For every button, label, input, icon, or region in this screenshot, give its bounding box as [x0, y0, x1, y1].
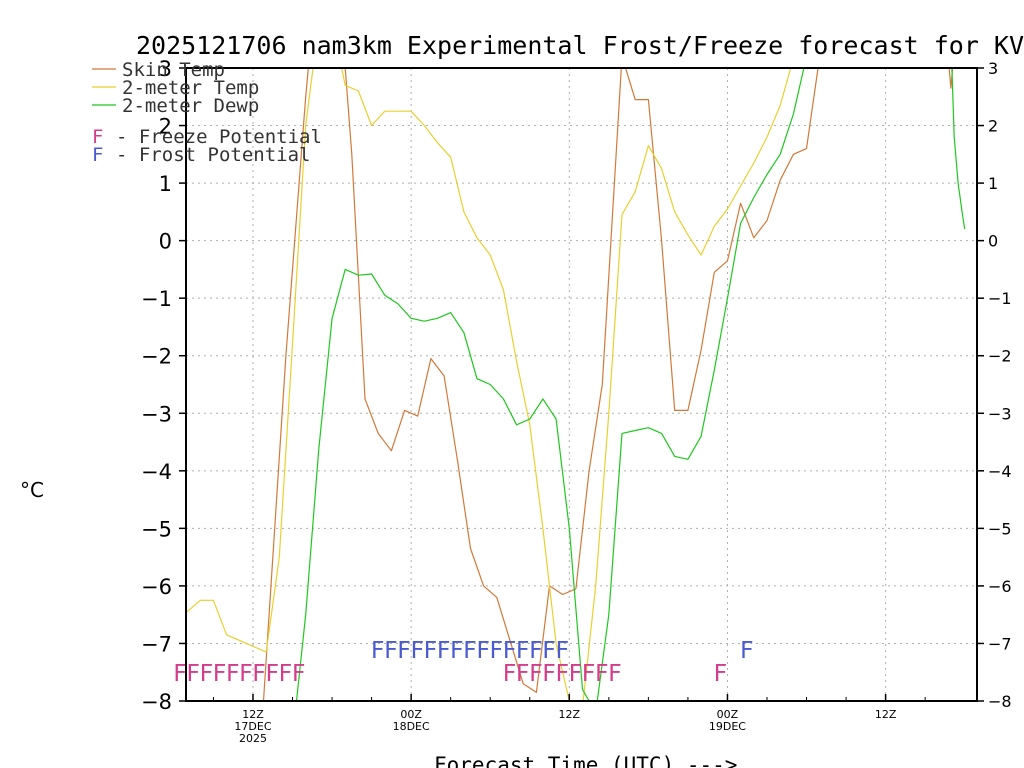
y-tick-label-left: 2 — [159, 115, 172, 139]
y-tick-label-left: −3 — [141, 402, 172, 426]
y-tick-label-right: −4 — [988, 462, 1012, 481]
freeze-potential-marker: F — [555, 661, 569, 687]
frost-potential-marker: F — [489, 638, 503, 664]
freeze-potential-marker: F — [582, 661, 596, 687]
freeze-potential-marker: F — [199, 661, 213, 687]
frost-potential-marker: F — [529, 638, 543, 664]
legend-label: 2-meter Temp — [122, 77, 259, 99]
freeze-potential-marker: F — [595, 661, 609, 687]
y-axis-label: °C — [20, 478, 44, 502]
x-tick-label: 19DEC — [709, 720, 746, 733]
y-tick-label-left: 1 — [159, 172, 172, 196]
series-layer — [186, 68, 966, 701]
frost-potential-marker: F — [410, 638, 424, 664]
y-tick-label-right: 2 — [988, 117, 998, 136]
freeze-potential-marker: F — [278, 661, 292, 687]
legend-marker-letter: F — [92, 126, 103, 148]
freeze-potential-marker: F — [713, 661, 727, 687]
y-tick-label-right: −2 — [988, 347, 1012, 366]
freeze-potential-marker: F — [173, 661, 187, 687]
axes: −8 −8 −7 −7 −6 −6 −5 −5 −4 −4 −3 −3 −2 −2 −1 −1 0 0 1 1 2 2 3 3… — [141, 57, 1012, 745]
freeze-potential-marker: F — [186, 661, 200, 687]
frost-potential-marker: F — [384, 638, 398, 664]
freeze-potential-marker: F — [226, 661, 240, 687]
y-tick-label-right: −8 — [988, 692, 1012, 711]
y-tick-label-left: −1 — [141, 287, 172, 311]
y-tick-label-right: 3 — [988, 59, 998, 78]
plot-frame — [185, 67, 978, 702]
frost-potential-marker: F — [371, 638, 385, 664]
legend-marker-label: - Frost Potential — [116, 144, 310, 166]
series-2-meter-temp — [186, 68, 952, 701]
series-2-meter-dewp — [295, 68, 966, 701]
y-tick-label-right: 1 — [988, 174, 998, 193]
y-tick-label-left: −2 — [141, 345, 172, 369]
y-tick-label-left: −5 — [141, 517, 172, 541]
frost-potential-marker: F — [450, 638, 464, 664]
x-axis-label: Forecast Time (UTC) ---> — [434, 753, 737, 768]
freeze-potential-marker: F — [542, 661, 556, 687]
x-tick-label: 17DEC — [234, 720, 271, 733]
x-tick-label: 18DEC — [393, 720, 430, 733]
freeze-potential-marker: F — [568, 661, 582, 687]
y-tick-label-left: −7 — [141, 632, 172, 656]
frost-potential-marker: F — [542, 638, 556, 664]
x-tick-label: 00Z — [717, 708, 739, 721]
freeze-potential-marker: F — [502, 661, 516, 687]
freeze-potential-marker: F — [516, 661, 530, 687]
frost-potential-marker: F — [516, 638, 530, 664]
x-tick-label: 12Z — [875, 708, 897, 721]
freeze-potential-marker: F — [213, 661, 227, 687]
frost-potential-marker: F — [423, 638, 437, 664]
y-tick-label-right: 0 — [988, 232, 998, 251]
y-tick-label-right: −1 — [988, 289, 1012, 308]
chart-title: 2025121706 nam3km Experimental Frost/Fre… — [136, 31, 1024, 60]
legend-label: Skin Temp — [122, 59, 225, 81]
freeze-potential-marker: F — [292, 661, 306, 687]
freeze-potential-marker: F — [608, 661, 622, 687]
y-tick-label-right: −7 — [988, 634, 1012, 653]
frost-potential-marker: F — [463, 638, 477, 664]
x-tick-label: 2025 — [239, 732, 267, 745]
y-tick-label-right: −6 — [988, 577, 1012, 596]
y-tick-label-left: −4 — [141, 460, 172, 484]
x-tick-label: 00Z — [400, 708, 422, 721]
frost-potential-marker: F — [740, 638, 754, 664]
freeze-potential-marker: F — [252, 661, 266, 687]
freeze-potential-marker: F — [265, 661, 279, 687]
y-tick-label-left: −8 — [141, 690, 172, 714]
frost-potential-marker: F — [437, 638, 451, 664]
y-tick-label-left: −6 — [141, 575, 172, 599]
freeze-potential-marker: F — [529, 661, 543, 687]
frost-potential-marker: F — [555, 638, 569, 664]
legend-marker-label: - Freeze Potential — [116, 126, 322, 148]
freeze-potential-marker: F — [239, 661, 253, 687]
x-tick-label: 12Z — [559, 708, 581, 721]
y-tick-label-right: −5 — [988, 519, 1012, 538]
x-tick-label: 12Z — [242, 708, 264, 721]
series-skin-temp — [262, 68, 954, 701]
y-tick-label-left: 0 — [159, 230, 172, 254]
frost-potential-marker: F — [397, 638, 411, 664]
frost-potential-marker: F — [476, 638, 490, 664]
potential-markers: F F F F F F F F F F F F F F F F F F F FF F F F F F F F F F F F F F F F — [173, 638, 754, 687]
legend-marker-letter: F — [92, 144, 103, 166]
y-tick-label-right: −3 — [988, 404, 1012, 423]
y-tick-label-left: 3 — [159, 57, 172, 81]
legend-label: 2-meter Dewp — [122, 95, 259, 117]
frost-potential-marker: F — [502, 638, 516, 664]
